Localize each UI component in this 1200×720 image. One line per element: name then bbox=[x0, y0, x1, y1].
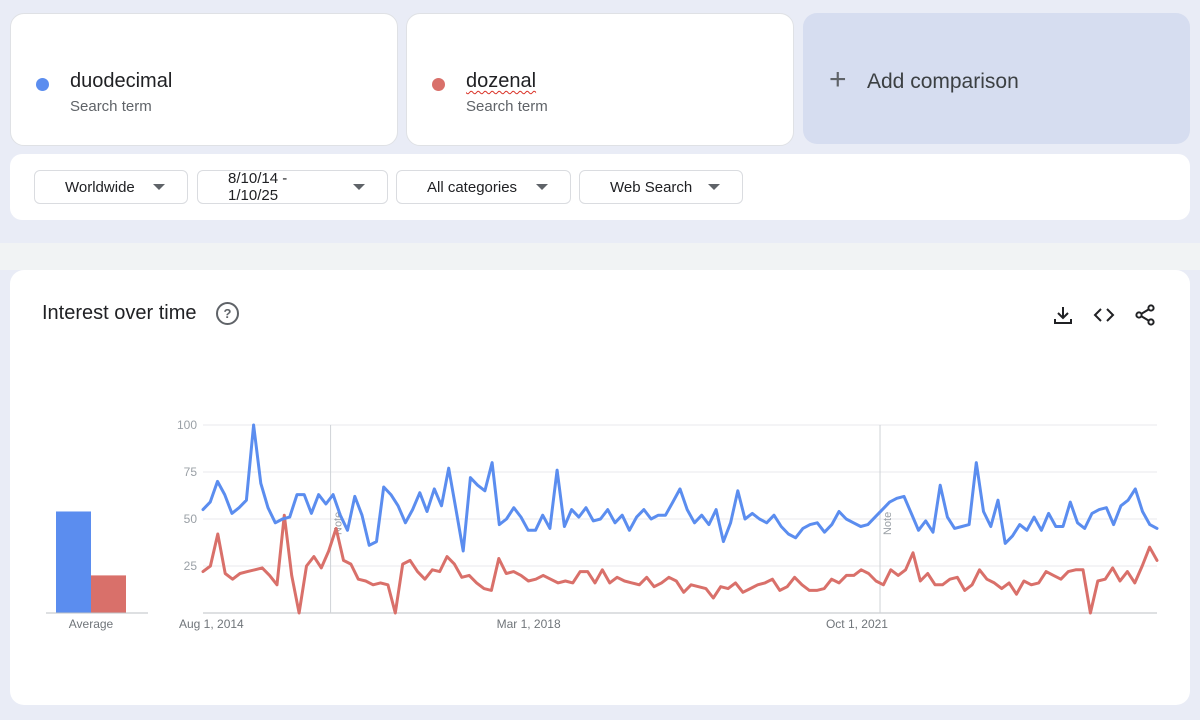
embed-code-icon[interactable] bbox=[1092, 303, 1116, 327]
panel-title: Interest over time bbox=[42, 302, 197, 324]
category-value: All categories bbox=[427, 178, 518, 196]
plus-icon: + bbox=[829, 63, 847, 96]
search-type-value: Web Search bbox=[610, 178, 693, 196]
search-term-card-dozenal[interactable]: dozenal Search term bbox=[406, 13, 794, 146]
search-term-name: dozenal bbox=[466, 70, 537, 92]
search-term-name: duodecimal bbox=[70, 70, 173, 92]
chevron-down-icon bbox=[708, 184, 720, 190]
average-label: Average bbox=[69, 617, 114, 631]
x-tick-label: Mar 1, 2018 bbox=[497, 617, 561, 631]
search-term-type: Search term bbox=[466, 98, 548, 115]
interest-over-time-card: Interest over time ? 25 50 75 100 Note Note Au… bbox=[10, 270, 1190, 705]
download-icon[interactable] bbox=[1051, 303, 1075, 327]
y-tick-label: 100 bbox=[177, 418, 197, 432]
note-marker-label: Note bbox=[882, 512, 894, 535]
series-line-dozenal bbox=[201, 513, 1159, 615]
y-tick-label: 50 bbox=[184, 512, 198, 526]
category-dropdown[interactable]: All categories bbox=[396, 170, 571, 204]
search-type-dropdown[interactable]: Web Search bbox=[579, 170, 743, 204]
date-range-dropdown[interactable]: 8/10/14 - 1/10/25 bbox=[197, 170, 388, 204]
series-color-dot bbox=[432, 78, 445, 91]
filter-bar: Worldwide 8/10/14 - 1/10/25 All categori… bbox=[10, 154, 1190, 220]
help-circle-icon[interactable]: ? bbox=[216, 302, 239, 325]
search-term-card-duodecimal[interactable]: duodecimal Search term bbox=[10, 13, 398, 146]
region-value: Worldwide bbox=[65, 178, 135, 196]
section-divider bbox=[0, 243, 1200, 270]
chevron-down-icon bbox=[536, 184, 548, 190]
series-line-duodecimal bbox=[201, 423, 1159, 553]
chevron-down-icon bbox=[353, 184, 365, 190]
search-term-type: Search term bbox=[70, 98, 152, 115]
y-tick-label: 75 bbox=[184, 465, 198, 479]
add-comparison-label: Add comparison bbox=[867, 70, 1019, 93]
y-tick-label: 25 bbox=[184, 559, 198, 573]
x-tick-label: Oct 1, 2021 bbox=[826, 617, 888, 631]
chevron-down-icon bbox=[153, 184, 165, 190]
date-range-value: 8/10/14 - 1/10/25 bbox=[228, 170, 288, 204]
add-comparison-button[interactable]: + Add comparison bbox=[803, 13, 1190, 144]
average-bar-dozenal bbox=[91, 575, 126, 613]
share-icon[interactable] bbox=[1133, 303, 1157, 327]
average-bar-duodecimal bbox=[56, 511, 91, 613]
x-tick-label: Aug 1, 2014 bbox=[179, 617, 244, 631]
region-dropdown[interactable]: Worldwide bbox=[34, 170, 188, 204]
series-color-dot bbox=[36, 78, 49, 91]
